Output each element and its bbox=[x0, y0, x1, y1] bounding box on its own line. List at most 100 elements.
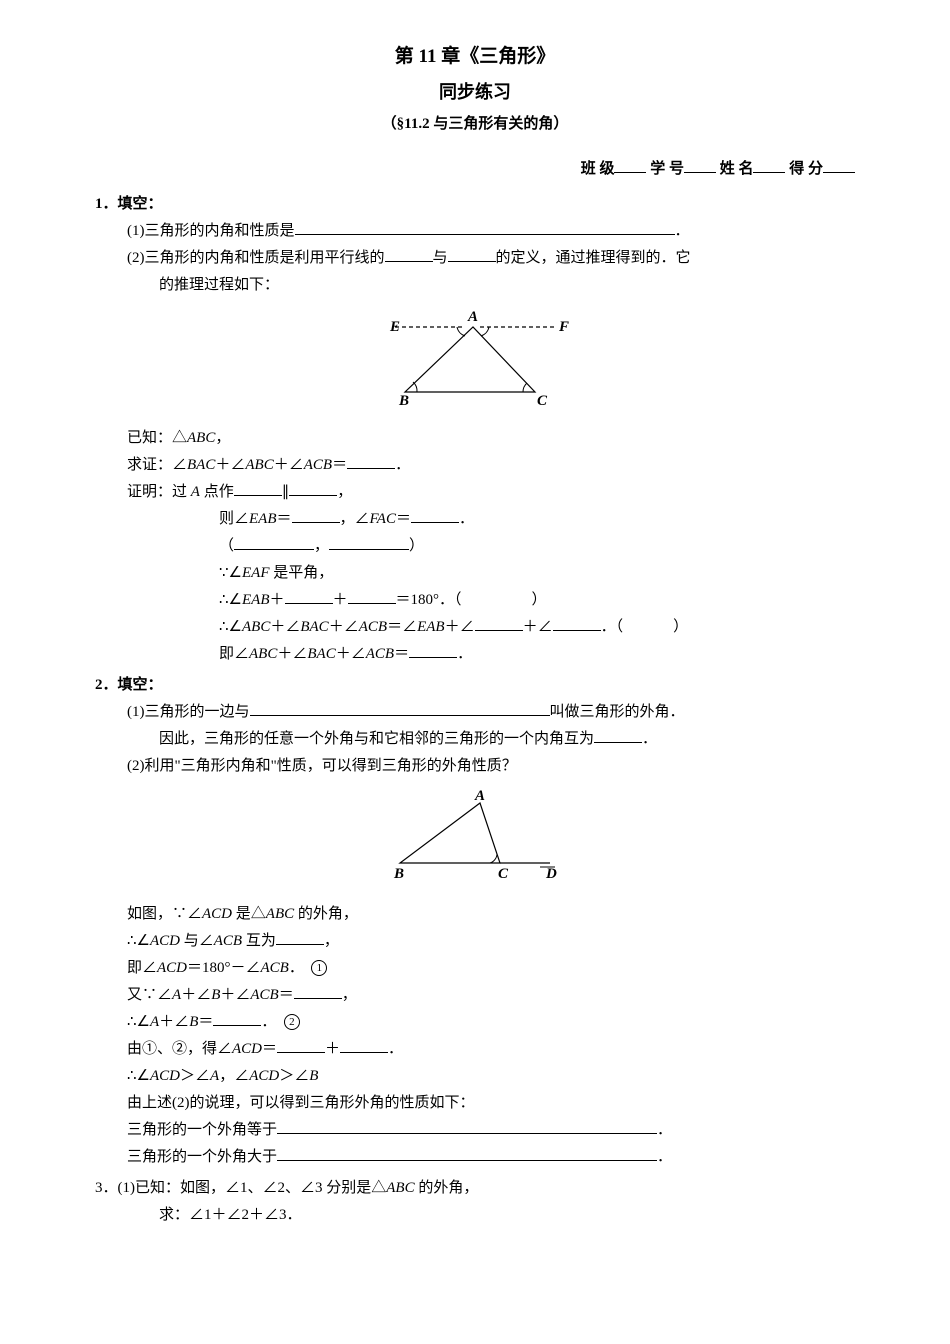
blank bbox=[250, 715, 550, 716]
q1-t2-eab: EAB bbox=[417, 619, 445, 635]
q1-because-text: 是平角， bbox=[270, 565, 334, 581]
q1-proof-comma: ， bbox=[337, 484, 352, 500]
blank bbox=[295, 234, 675, 235]
q2-ie2-acb: ACB bbox=[261, 960, 289, 976]
q1-then-fac: FAC bbox=[370, 511, 396, 527]
q1-given: 已知：△ bbox=[127, 430, 187, 446]
q2-also-eq: ＝ bbox=[279, 987, 294, 1003]
q3-abc: ABC bbox=[386, 1180, 414, 1196]
q2-also-b: B bbox=[211, 987, 220, 1003]
q1-ie-end: ． bbox=[457, 646, 472, 662]
q2-ie2: 即∠ bbox=[127, 960, 157, 976]
q2-as-shown-acd: ACD bbox=[202, 906, 232, 922]
q2-from-eq: ＝ bbox=[262, 1041, 277, 1057]
svg-text:C: C bbox=[498, 866, 509, 882]
blank bbox=[277, 1052, 325, 1053]
q2-t4-acd: ACD bbox=[150, 1068, 180, 1084]
q1-proof-parallel: ∥ bbox=[282, 484, 290, 500]
q2-from-above: 由上述(2)的说理，可以得到三角形外角的性质如下： bbox=[127, 1095, 475, 1111]
q1-given-comma: ， bbox=[215, 430, 230, 446]
q1-t2-end2: ） bbox=[673, 619, 688, 635]
q2-t4-comma: ，∠ bbox=[219, 1068, 249, 1084]
q2-t3-p: ＋∠ bbox=[159, 1014, 189, 1030]
q1-then-eab: EAB bbox=[249, 511, 277, 527]
class-blank bbox=[614, 172, 646, 173]
q2-t3: ∴∠ bbox=[127, 1014, 150, 1030]
q1-because-eaf: EAF bbox=[242, 565, 270, 581]
q1-ie-abc: ABC bbox=[249, 646, 277, 662]
blank bbox=[277, 1160, 657, 1161]
q1-then-eq: ＝ bbox=[277, 511, 292, 527]
q2-t3-a: A bbox=[150, 1014, 159, 1030]
svg-text:A: A bbox=[467, 309, 478, 325]
q1-prove-plus2: ＋∠ bbox=[274, 457, 304, 473]
q1-p2-prefix: (2)三角形的内角和性质是利用平行线的 bbox=[127, 250, 385, 266]
q1-p2-mid1: 与 bbox=[433, 250, 448, 266]
q3-text2: 的外角， bbox=[415, 1180, 479, 1196]
svg-text:F: F bbox=[558, 319, 569, 335]
q1-t1-eab: EAB bbox=[242, 592, 270, 608]
q2-t4-gt: ＞∠ bbox=[180, 1068, 210, 1084]
q2-t4-b: B bbox=[309, 1068, 318, 1084]
q2-t3-b: B bbox=[189, 1014, 198, 1030]
student-no-blank bbox=[684, 172, 716, 173]
q2-also-acb: ACB bbox=[250, 987, 278, 1003]
name-label: 姓 名 bbox=[720, 161, 754, 177]
q1-num: 1．填空： bbox=[95, 196, 163, 212]
circled-2: 2 bbox=[284, 1014, 300, 1030]
blank bbox=[385, 261, 433, 262]
form-line: 班 级 学 号 姓 名 得 分 bbox=[95, 156, 855, 183]
q2-p2: (2)利用"三角形内角和"性质，可以得到三角形的外角性质？ bbox=[127, 758, 517, 774]
q2-t3-end: ． bbox=[261, 1014, 269, 1030]
q2-prop1-end: ． bbox=[657, 1122, 672, 1138]
student-no-label: 学 号 bbox=[650, 161, 684, 177]
q2-p1-line2-end: ． bbox=[642, 731, 657, 747]
q1-t1-eq: ＝180°．（ bbox=[396, 592, 462, 608]
q1-prove-acb: ACB bbox=[304, 457, 332, 473]
blank bbox=[276, 944, 324, 945]
q1-t1-plus2: ＋ bbox=[333, 592, 348, 608]
q2-prop1: 三角形的一个外角等于 bbox=[127, 1122, 277, 1138]
diagram-2: A B C D bbox=[95, 788, 855, 893]
q2-prop2-end: ． bbox=[657, 1149, 672, 1165]
blank bbox=[347, 468, 395, 469]
svg-text:B: B bbox=[393, 866, 404, 882]
q1-p1-prefix: (1)三角形的内角和性质是 bbox=[127, 223, 295, 239]
chapter-title: 第 11 章《三角形》 bbox=[95, 40, 855, 74]
q2-as-shown-text2: 的外角， bbox=[294, 906, 358, 922]
section-note: （§11.2 与三角形有关的角） bbox=[95, 111, 855, 138]
q1-t2-p2: ＋∠ bbox=[329, 619, 359, 635]
q1-then-end: ． bbox=[459, 511, 474, 527]
q2-also-end: ， bbox=[342, 987, 357, 1003]
q2-ie2-acd: ACD bbox=[157, 960, 187, 976]
q1-proof-a: A bbox=[191, 484, 200, 500]
q1-prove-eq: ＝ bbox=[332, 457, 347, 473]
blank bbox=[553, 630, 601, 631]
q1-because: ∵∠ bbox=[219, 565, 242, 581]
q2-t1-acd: ACD bbox=[150, 933, 180, 949]
q1-p1-suffix: ． bbox=[675, 223, 690, 239]
q3-num: 3．(1)已知：如图，∠1、∠2、∠3 分别是△ bbox=[95, 1180, 386, 1196]
q2-as-shown: 如图，∵∠ bbox=[127, 906, 202, 922]
q1-given-abc: ABC bbox=[187, 430, 215, 446]
blank bbox=[329, 549, 409, 550]
score-blank bbox=[823, 172, 855, 173]
q1-t2: ∴∠ bbox=[219, 619, 242, 635]
svg-text:D: D bbox=[545, 866, 557, 882]
q1-prove: 求证：∠ bbox=[127, 457, 187, 473]
blank bbox=[411, 522, 459, 523]
q2-from-end: ． bbox=[388, 1041, 403, 1057]
q1-paren-comma: ， bbox=[314, 538, 329, 554]
q1-t1: ∴∠ bbox=[219, 592, 242, 608]
q1-then-eq2: ＝ bbox=[396, 511, 411, 527]
subtitle: 同步练习 bbox=[95, 76, 855, 108]
q1-then: 则∠ bbox=[219, 511, 249, 527]
q1-t2-abc: ABC bbox=[242, 619, 270, 635]
q1-prove-plus1: ＋∠ bbox=[215, 457, 245, 473]
q2-t1: ∴∠ bbox=[127, 933, 150, 949]
blank bbox=[234, 495, 282, 496]
q2-t4: ∴∠ bbox=[127, 1068, 150, 1084]
q2-from-acd: ACD bbox=[232, 1041, 262, 1057]
q1-p2-mid2: 的定义，通过推理得到的．它 bbox=[496, 250, 691, 266]
q1-then-comma: ，∠ bbox=[340, 511, 370, 527]
